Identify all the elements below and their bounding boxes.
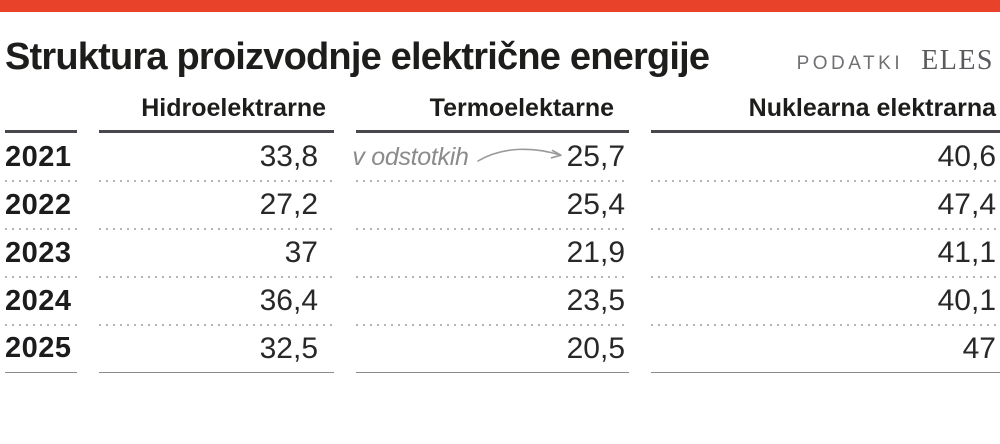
value-termo: 20,5	[356, 325, 629, 373]
value-hidro: 33,8	[99, 133, 334, 182]
column-header-hidro: Hidroelektrarne	[99, 94, 334, 133]
column-header-nuklearna: Nuklearna elektrarna	[651, 94, 1000, 133]
row-year: 2023	[5, 229, 77, 278]
value-termo: 23,5	[356, 277, 629, 326]
value-termo: 25,7	[566, 140, 625, 173]
value-nuklearna: 41,1	[651, 229, 1000, 278]
row-year: 2025	[5, 325, 77, 373]
value-nuklearna: 40,6	[651, 133, 1000, 182]
value-hidro: 27,2	[99, 181, 334, 230]
source-attribution: PODATKI ELES	[797, 45, 994, 77]
title-bar: Struktura proizvodnje električne energij…	[0, 12, 1000, 94]
row-year: 2024	[5, 277, 77, 326]
data-table: Hidroelektrarne Termoelektarne Nuklearna…	[0, 94, 1000, 373]
value-hidro: 32,5	[99, 325, 334, 373]
page-title: Struktura proizvodnje električne energij…	[5, 36, 710, 78]
column-header-termo: Termoelektarne	[356, 94, 629, 133]
accent-bar	[0, 0, 1000, 12]
source-label: PODATKI	[796, 53, 904, 74]
value-nuklearna: 40,1	[651, 277, 1000, 326]
value-termo: 21,9	[356, 229, 629, 278]
value-nuklearna: 47	[651, 325, 1000, 373]
value-termo-with-note: v odstotkih 25,7	[352, 133, 629, 182]
value-hidro: 36,4	[99, 277, 334, 326]
value-hidro: 37	[99, 229, 334, 278]
row-year: 2022	[5, 181, 77, 230]
source-name: ELES	[921, 45, 994, 76]
column-header-year	[5, 94, 77, 133]
row-year: 2021	[5, 133, 77, 182]
curved-arrow-icon	[476, 148, 562, 162]
value-nuklearna: 47,4	[651, 181, 1000, 230]
value-termo: 25,4	[356, 181, 629, 230]
unit-note: v odstotkih	[352, 142, 469, 171]
